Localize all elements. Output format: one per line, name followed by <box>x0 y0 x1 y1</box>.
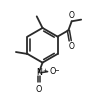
Text: +: + <box>43 68 47 73</box>
Text: N: N <box>36 68 42 77</box>
Text: −: − <box>55 67 59 72</box>
Text: O: O <box>69 11 75 20</box>
Text: O: O <box>68 42 74 51</box>
Text: O: O <box>36 85 42 94</box>
Text: O: O <box>50 67 56 76</box>
